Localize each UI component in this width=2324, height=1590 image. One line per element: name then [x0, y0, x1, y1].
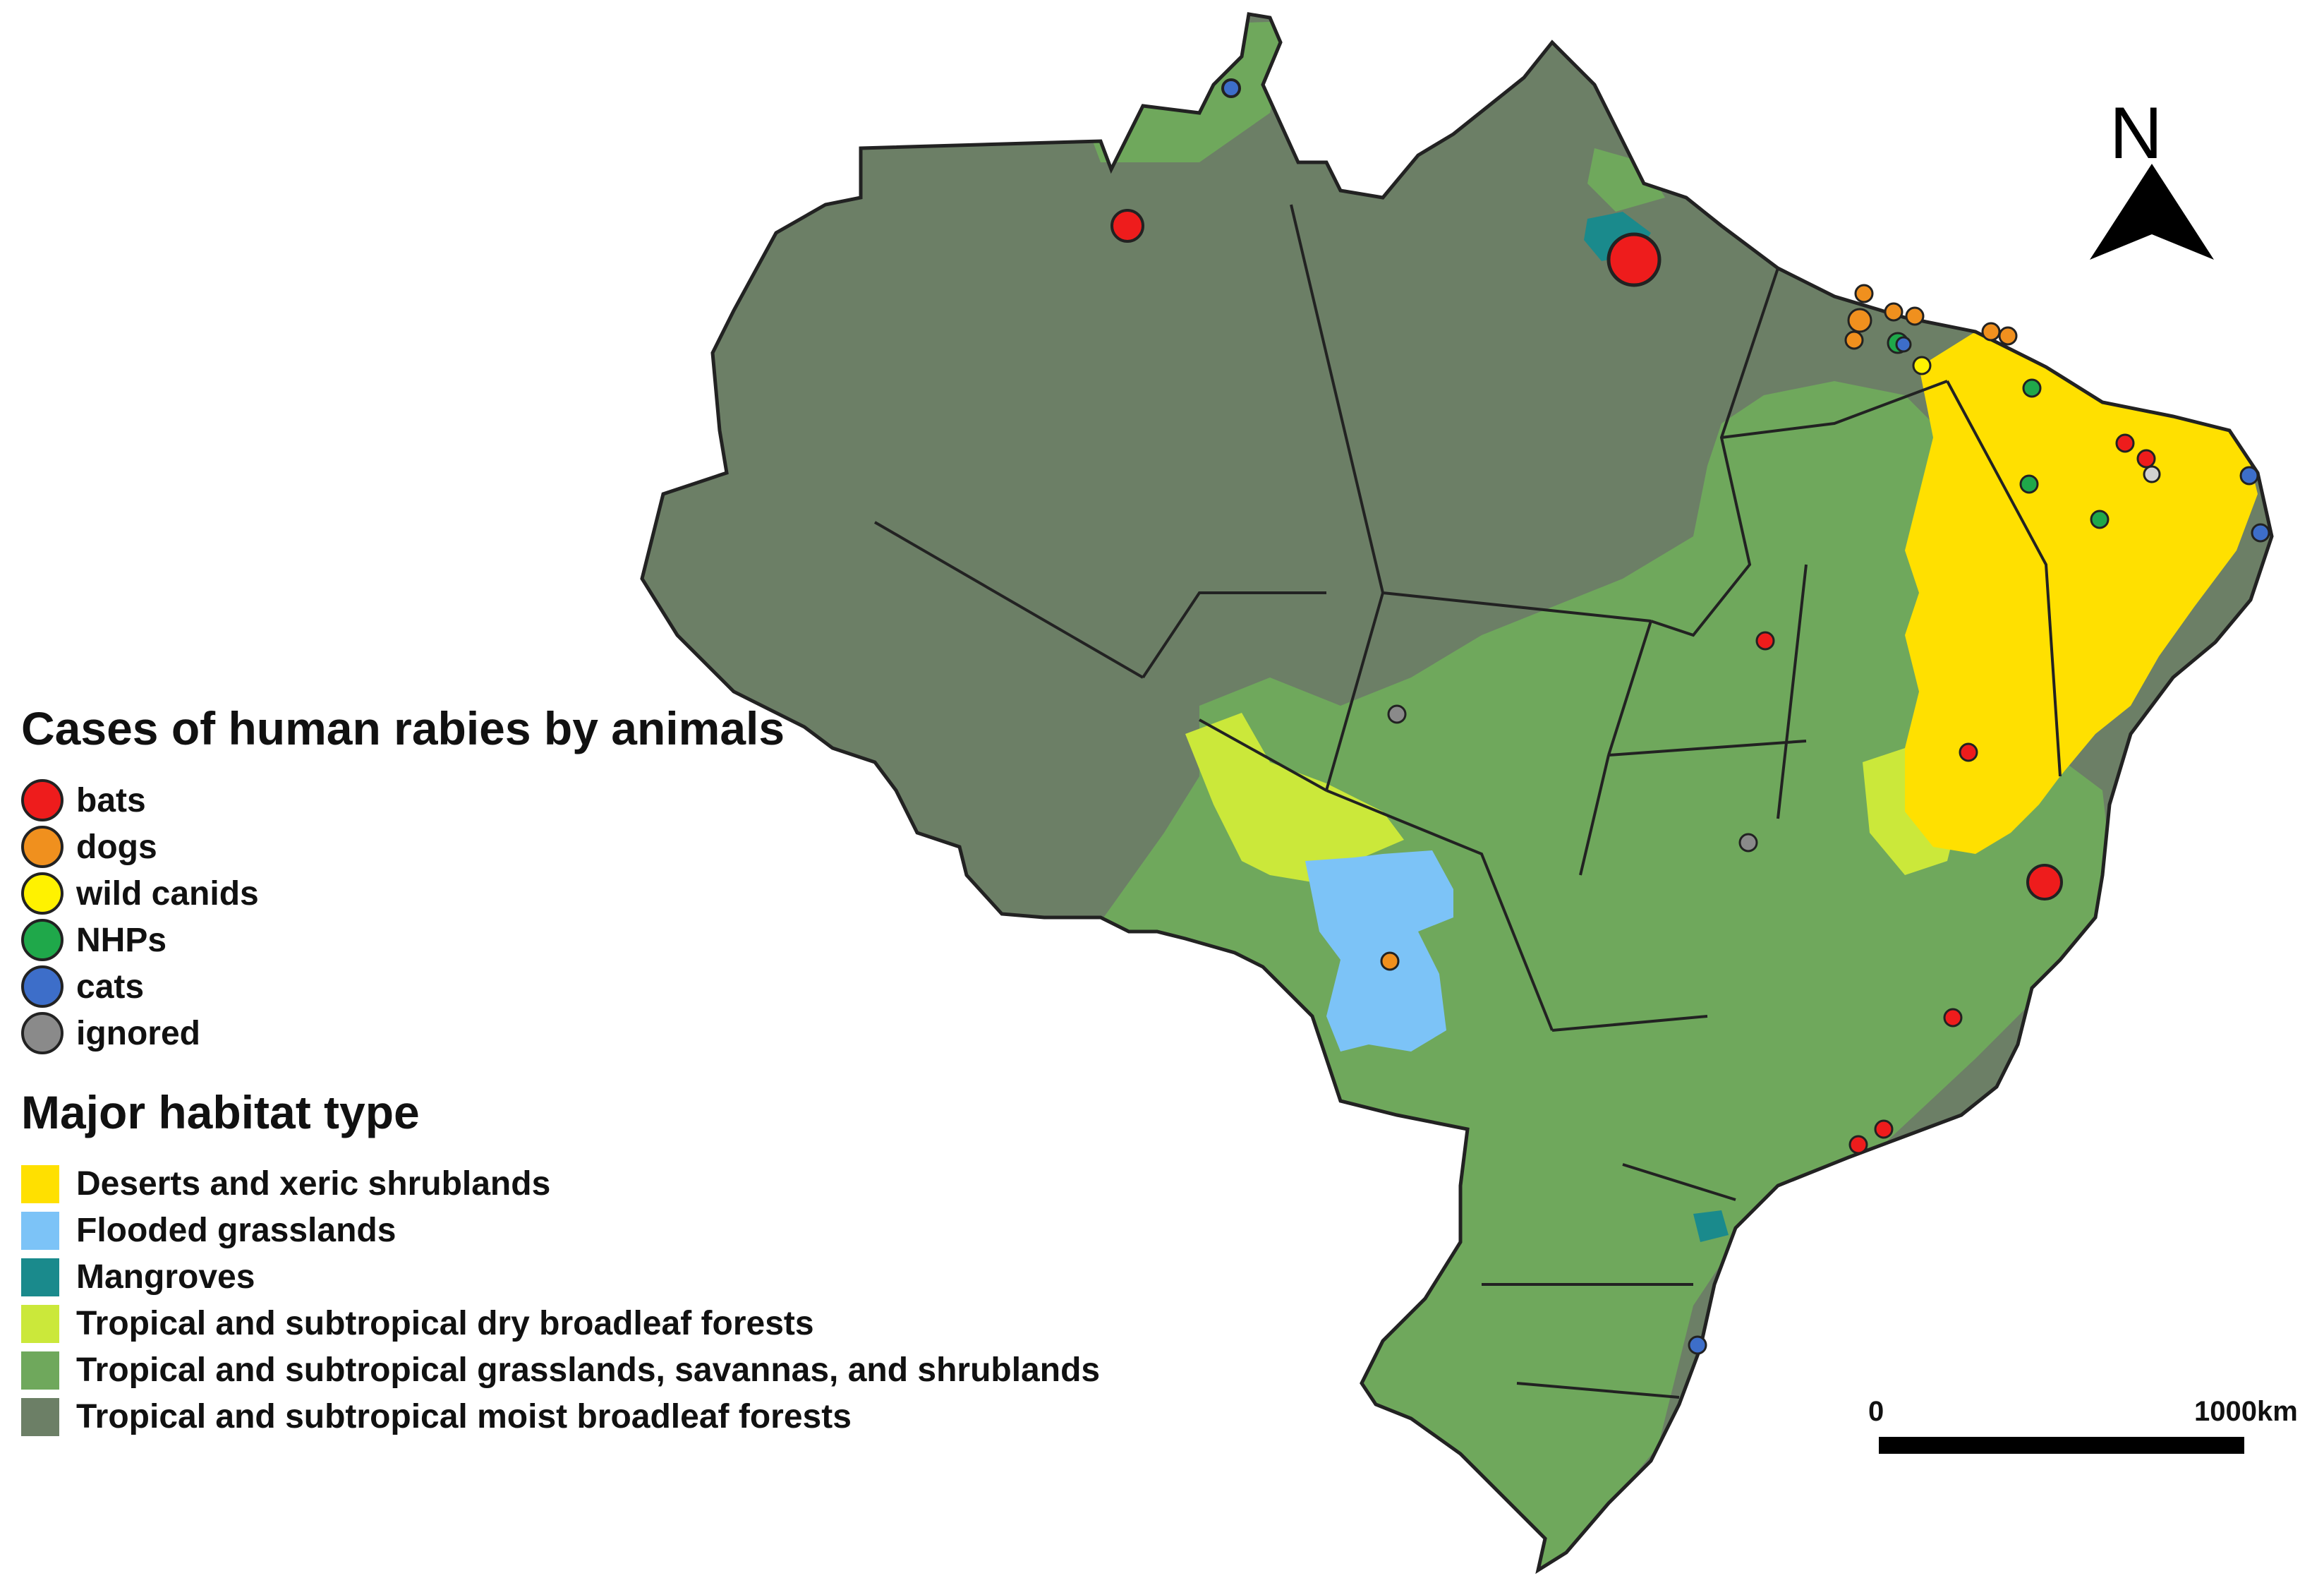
case-marker-bats[interactable] [1606, 232, 1662, 287]
legend-item-bats: bats [21, 779, 146, 821]
case-marker-ignored[interactable] [1738, 833, 1758, 853]
legend-item-deserts: Deserts and xeric shrublands [21, 1164, 550, 1203]
bats-dot-icon [21, 779, 63, 821]
flooded-grasslands-swatch-icon [21, 1211, 59, 1250]
habitat-legend-title: Major habitat type [21, 1086, 420, 1138]
case-marker-ignored[interactable] [2143, 465, 2161, 483]
legend-item-grasslands-savannas: Tropical and subtropical grasslands, sav… [21, 1351, 1100, 1390]
country-outline [640, 12, 2274, 1574]
case-marker-nhps[interactable] [2022, 378, 2042, 398]
region-flooded-grasslands [1305, 850, 1453, 1052]
scale-start-label: 0 [1868, 1396, 1884, 1427]
legend-label: bats [76, 781, 146, 819]
legend-label: NHPs [76, 921, 167, 959]
case-marker-bats[interactable] [2026, 864, 2063, 901]
legend-label: Mangroves [76, 1258, 255, 1296]
ignored-dot-icon [21, 1012, 63, 1054]
case-marker-nhps[interactable] [2019, 474, 2039, 494]
legend-item-cats: cats [21, 965, 144, 1008]
scale-end-label: 1000km [2194, 1396, 2298, 1427]
cats-dot-icon [21, 965, 63, 1008]
legend-label: cats [76, 968, 145, 1006]
deserts-swatch-icon [21, 1164, 59, 1203]
case-marker-dogs[interactable] [1380, 951, 1400, 971]
mangroves-swatch-icon [21, 1258, 59, 1296]
scale-bar [1879, 1437, 2244, 1454]
case-marker-cats[interactable] [1895, 336, 1912, 353]
case-marker-dogs[interactable] [1854, 284, 1874, 303]
case-marker-dogs[interactable] [1844, 330, 1864, 350]
legend-item-moist-broadleaf: Tropical and subtropical moist broadleaf… [21, 1397, 852, 1436]
case-marker-bats[interactable] [1959, 742, 1978, 762]
north-arrow-icon [2090, 164, 2214, 260]
legend-label: Deserts and xeric shrublands [76, 1165, 551, 1203]
case-marker-bats[interactable] [1874, 1119, 1894, 1139]
dogs-dot-icon [21, 826, 63, 868]
region-dry-broadleaf-west [1185, 713, 1404, 882]
case-marker-dogs[interactable] [1884, 302, 1904, 322]
case-marker-cats[interactable] [1688, 1335, 1707, 1355]
region-grasslands-roraima [1587, 148, 1665, 212]
moist-broadleaf-swatch-icon [21, 1397, 59, 1436]
legend-label: ignored [76, 1014, 200, 1052]
case-marker-dogs[interactable] [1905, 306, 1925, 326]
legend-item-mangroves: Mangroves [21, 1258, 255, 1296]
state-boundaries [873, 204, 2062, 1399]
legend-label: Tropical and subtropical dry broadleaf f… [76, 1305, 814, 1342]
region-mangroves-south [1693, 1210, 1729, 1242]
legend-item-ignored: ignored [21, 1012, 200, 1054]
legend-label: Tropical and subtropical moist broadleaf… [76, 1398, 852, 1435]
legend-item-dry-broadleaf: Tropical and subtropical dry broadleaf f… [21, 1304, 814, 1343]
wild-canids-dot-icon [21, 872, 63, 915]
case-marker-cats[interactable] [2239, 466, 2259, 486]
legend-item-wild-canids: wild canids [21, 872, 259, 915]
dry-broadleaf-swatch-icon [21, 1304, 59, 1343]
case-marker-bats[interactable] [1848, 1135, 1868, 1155]
case-marker-bats[interactable] [2136, 449, 2156, 469]
legend-item-flooded-grasslands: Flooded grasslands [21, 1211, 396, 1250]
nhps-dot-icon [21, 919, 63, 961]
case-markers [1110, 78, 2270, 1355]
case-marker-nhps[interactable] [2090, 510, 2110, 529]
case-marker-cats[interactable] [1221, 78, 1241, 98]
case-marker-bats[interactable] [2115, 433, 2135, 453]
case-marker-dogs[interactable] [1847, 308, 1872, 333]
case-marker-dogs[interactable] [1998, 326, 2018, 346]
legend-label: Tropical and subtropical grasslands, sav… [76, 1351, 1101, 1389]
region-deserts-xeric [1905, 332, 2258, 854]
brazil-map [640, 12, 2274, 1574]
case-marker-wild-canids[interactable] [1912, 356, 1932, 375]
north-label: N [2110, 92, 2163, 174]
case-marker-bats[interactable] [1110, 209, 1144, 243]
animals-legend-title: Cases of human rabies by animals [21, 702, 785, 754]
case-marker-bats[interactable] [1755, 631, 1775, 651]
legend-label: dogs [76, 828, 157, 866]
legend-label: Flooded grasslands [76, 1212, 397, 1249]
grasslands-savannas-swatch-icon [21, 1351, 59, 1390]
case-marker-ignored[interactable] [1387, 704, 1407, 724]
legend-item-dogs: dogs [21, 826, 157, 868]
case-marker-bats[interactable] [1943, 1008, 1963, 1028]
legend-item-nhps: NHPs [21, 919, 167, 961]
legend-label: wild canids [76, 874, 259, 913]
case-marker-dogs[interactable] [1981, 322, 2001, 342]
case-marker-cats[interactable] [2251, 523, 2270, 543]
north-arrow [2090, 164, 2214, 260]
scale-bar-line [1879, 1437, 2244, 1454]
region-grasslands-savannas [1094, 381, 2117, 1570]
